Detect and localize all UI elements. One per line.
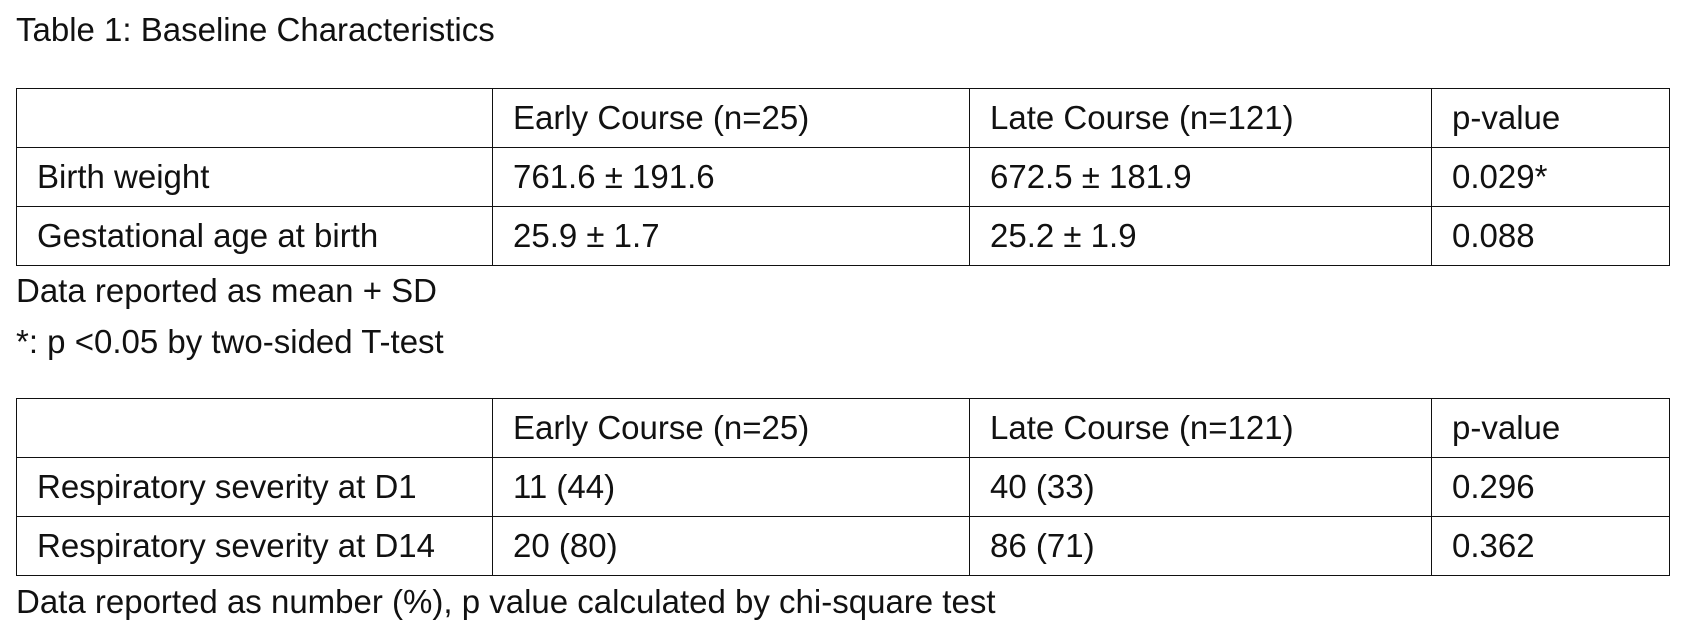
header-cell-late-course: Late Course (n=121)	[969, 398, 1432, 458]
table-row: Respiratory severity at D14 20 (80) 86 (…	[16, 516, 1670, 576]
late-course-cell: 672.5 ± 181.9	[969, 147, 1432, 207]
late-course-cell: 40 (33)	[969, 457, 1432, 517]
row-label-cell: Birth weight	[16, 147, 493, 207]
table-header-row: Early Course (n=25) Late Course (n=121) …	[16, 88, 1670, 148]
table-note: Data reported as number (%), p value cal…	[16, 583, 996, 620]
header-cell-empty	[16, 88, 493, 148]
table-row: Gestational age at birth 25.9 ± 1.7 25.2…	[16, 206, 1670, 266]
table-title: Table 1: Baseline Characteristics	[16, 11, 495, 48]
table-row: Respiratory severity at D1 11 (44) 40 (3…	[16, 457, 1670, 517]
late-course-cell: 86 (71)	[969, 516, 1432, 576]
row-label-cell: Gestational age at birth	[16, 206, 493, 266]
early-course-cell: 11 (44)	[492, 457, 970, 517]
table-row: Birth weight 761.6 ± 191.6 672.5 ± 181.9…	[16, 147, 1670, 207]
table-footnote: *: p <0.05 by two-sided T-test	[16, 323, 444, 360]
p-value-cell: 0.088	[1431, 206, 1670, 266]
header-cell-p-value: p-value	[1431, 398, 1670, 458]
header-cell-late-course: Late Course (n=121)	[969, 88, 1432, 148]
header-cell-empty	[16, 398, 493, 458]
header-cell-p-value: p-value	[1431, 88, 1670, 148]
row-label-cell: Respiratory severity at D1	[16, 457, 493, 517]
table-note: Data reported as mean + SD	[16, 272, 437, 309]
header-cell-early-course: Early Course (n=25)	[492, 398, 970, 458]
baseline-table: Early Course (n=25) Late Course (n=121) …	[16, 88, 1670, 266]
p-value-cell: 0.362	[1431, 516, 1670, 576]
late-course-cell: 25.2 ± 1.9	[969, 206, 1432, 266]
p-value-cell: 0.029*	[1431, 147, 1670, 207]
row-label-cell: Respiratory severity at D14	[16, 516, 493, 576]
respiratory-severity-table: Early Course (n=25) Late Course (n=121) …	[16, 398, 1670, 576]
early-course-cell: 25.9 ± 1.7	[492, 206, 970, 266]
header-cell-early-course: Early Course (n=25)	[492, 88, 970, 148]
early-course-cell: 761.6 ± 191.6	[492, 147, 970, 207]
early-course-cell: 20 (80)	[492, 516, 970, 576]
table-header-row: Early Course (n=25) Late Course (n=121) …	[16, 398, 1670, 458]
p-value-cell: 0.296	[1431, 457, 1670, 517]
